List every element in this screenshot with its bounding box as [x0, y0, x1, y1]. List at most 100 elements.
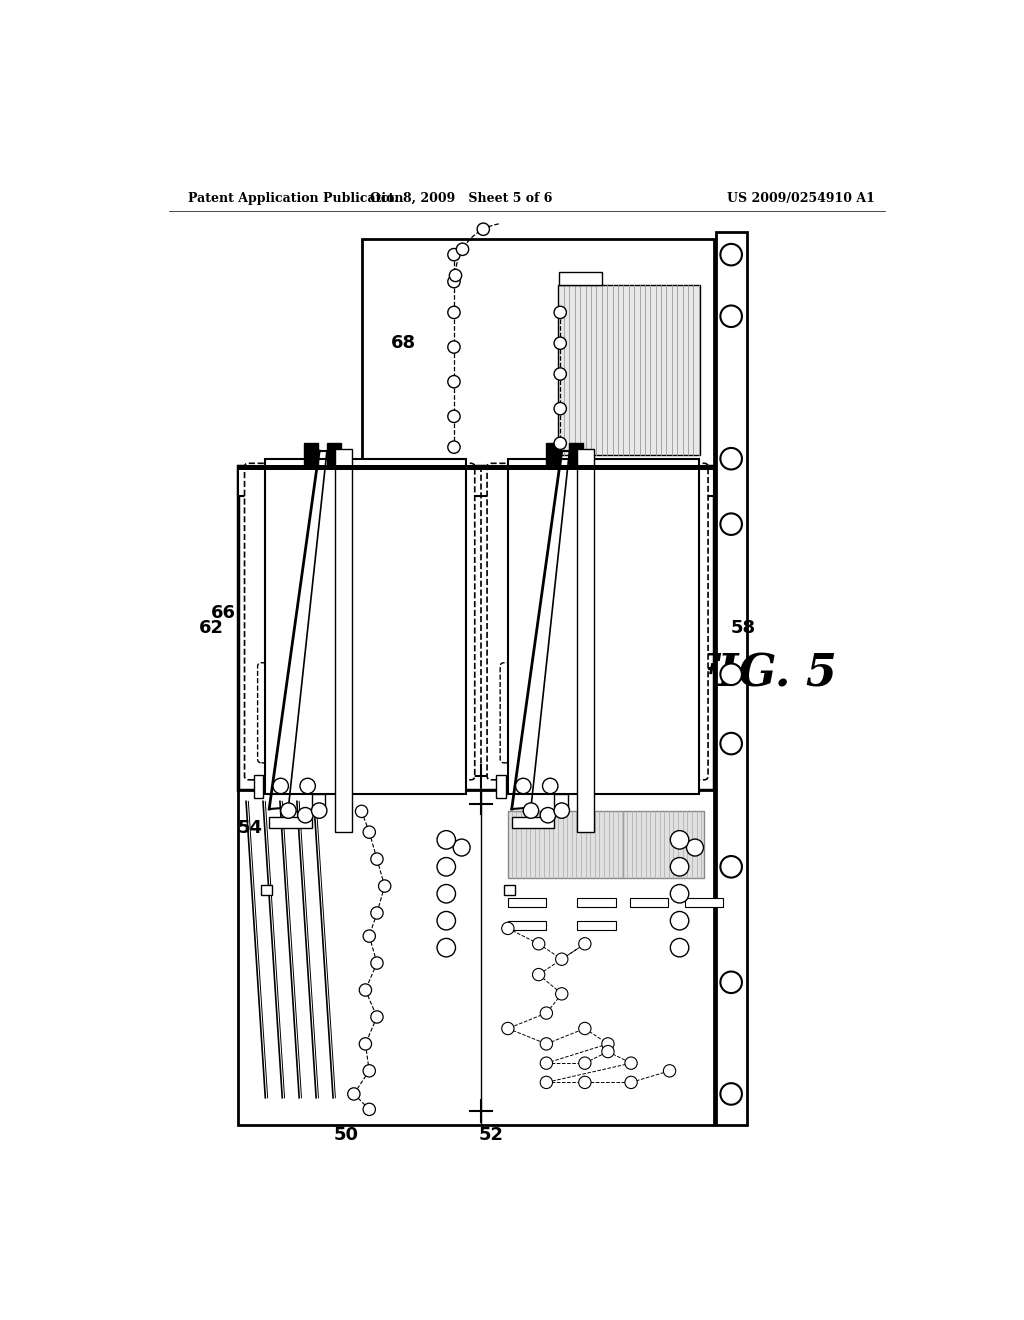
Text: 54: 54 [238, 820, 262, 837]
Text: Oct. 8, 2009   Sheet 5 of 6: Oct. 8, 2009 Sheet 5 of 6 [371, 191, 553, 205]
Text: 58: 58 [730, 619, 756, 638]
Circle shape [502, 1022, 514, 1035]
Circle shape [379, 880, 391, 892]
Circle shape [556, 987, 568, 1001]
Circle shape [515, 779, 531, 793]
Circle shape [447, 248, 460, 261]
Circle shape [447, 411, 460, 422]
Circle shape [541, 1057, 553, 1069]
Circle shape [671, 830, 689, 849]
Bar [547, 444, 560, 466]
Circle shape [450, 269, 462, 281]
Circle shape [437, 911, 456, 929]
Circle shape [720, 305, 742, 327]
Circle shape [602, 1045, 614, 1057]
Circle shape [625, 1057, 637, 1069]
Circle shape [720, 733, 742, 755]
FancyBboxPatch shape [245, 463, 475, 780]
Circle shape [579, 937, 591, 950]
Bar [261, 884, 272, 895]
Circle shape [579, 1022, 591, 1035]
FancyBboxPatch shape [487, 463, 708, 780]
Bar [508, 898, 547, 907]
Circle shape [502, 923, 514, 935]
Circle shape [720, 857, 742, 878]
Bar [361, 239, 714, 466]
Circle shape [359, 1038, 372, 1051]
Bar [504, 884, 515, 895]
Circle shape [364, 826, 376, 838]
Circle shape [371, 853, 383, 866]
Circle shape [437, 939, 456, 957]
Circle shape [579, 1057, 591, 1069]
Circle shape [371, 957, 383, 969]
Circle shape [720, 447, 742, 470]
Text: 66: 66 [211, 603, 236, 622]
Bar [512, 817, 554, 829]
Bar [716, 231, 746, 1125]
FancyBboxPatch shape [258, 663, 462, 763]
Bar [630, 898, 668, 907]
Circle shape [447, 306, 460, 318]
Circle shape [300, 779, 315, 793]
Circle shape [686, 840, 703, 857]
Circle shape [556, 953, 568, 965]
Circle shape [359, 983, 372, 997]
FancyBboxPatch shape [500, 663, 695, 763]
Text: US 2009/0254910 A1: US 2009/0254910 A1 [726, 191, 874, 205]
Circle shape [355, 805, 368, 817]
Circle shape [720, 513, 742, 535]
Circle shape [671, 884, 689, 903]
Circle shape [541, 1038, 553, 1051]
Bar [265, 459, 466, 793]
Bar [304, 444, 317, 466]
Text: 50: 50 [334, 1126, 358, 1143]
Bar [269, 817, 311, 829]
Circle shape [543, 779, 558, 793]
Text: FIG. 5: FIG. 5 [686, 653, 838, 696]
Circle shape [554, 306, 566, 318]
Bar [554, 793, 568, 808]
Circle shape [371, 907, 383, 919]
Circle shape [454, 840, 470, 857]
Circle shape [532, 937, 545, 950]
Bar [558, 285, 700, 455]
Bar [508, 921, 547, 929]
Circle shape [720, 664, 742, 685]
Circle shape [371, 1011, 383, 1023]
Circle shape [664, 1065, 676, 1077]
Circle shape [671, 858, 689, 876]
Circle shape [437, 830, 456, 849]
Bar [578, 898, 615, 907]
Circle shape [720, 972, 742, 993]
Circle shape [364, 1104, 376, 1115]
Circle shape [447, 376, 460, 388]
Circle shape [447, 276, 460, 288]
Text: 63: 63 [508, 480, 531, 499]
Circle shape [554, 337, 566, 350]
Bar [578, 449, 594, 832]
Circle shape [720, 1084, 742, 1105]
Bar [239, 465, 714, 470]
Circle shape [554, 437, 566, 450]
Bar [239, 789, 714, 1125]
Circle shape [311, 803, 327, 818]
Circle shape [281, 803, 296, 818]
Bar [327, 444, 341, 466]
Circle shape [447, 441, 460, 453]
Bar [685, 898, 724, 907]
Bar [578, 921, 615, 929]
Bar [559, 272, 602, 285]
Text: 68: 68 [391, 334, 417, 352]
Bar [254, 775, 263, 799]
Circle shape [532, 969, 545, 981]
Circle shape [298, 808, 313, 822]
Circle shape [541, 1076, 553, 1089]
Circle shape [579, 1076, 591, 1089]
Circle shape [457, 243, 469, 256]
Bar [508, 459, 698, 793]
Bar [569, 444, 584, 466]
Text: Patent Application Publication: Patent Application Publication [188, 191, 403, 205]
Circle shape [720, 244, 742, 265]
Circle shape [671, 911, 689, 929]
